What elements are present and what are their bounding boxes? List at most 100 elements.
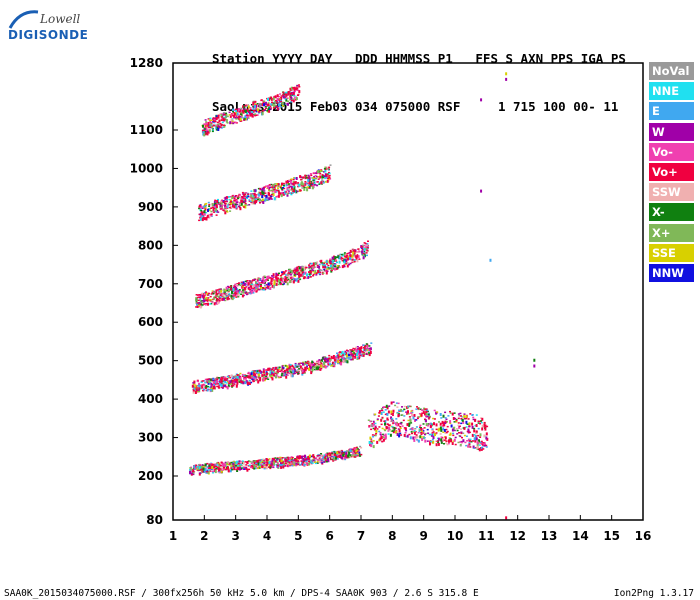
echo-point xyxy=(231,202,234,204)
echo-point xyxy=(244,200,247,202)
echo-point xyxy=(223,113,226,116)
echo-point xyxy=(403,405,406,408)
echo-point xyxy=(343,457,346,459)
echo-point xyxy=(349,254,352,258)
echo-point xyxy=(358,453,361,457)
echo-point xyxy=(253,466,256,470)
echo-point xyxy=(324,460,327,462)
echo-point xyxy=(327,358,330,360)
echo-point xyxy=(428,433,431,436)
echo-point xyxy=(302,185,305,187)
echo-point xyxy=(353,352,356,354)
echo-point xyxy=(313,262,316,265)
echo-point xyxy=(266,376,269,379)
echo-point xyxy=(264,285,267,287)
echo-point xyxy=(217,202,220,204)
echo-point xyxy=(304,454,306,458)
echo-point xyxy=(326,453,329,456)
echo-point xyxy=(323,457,326,459)
echo-point xyxy=(380,418,383,422)
echo-point xyxy=(305,177,308,179)
echo-point xyxy=(205,291,207,293)
echo-point xyxy=(310,371,313,375)
echo-point xyxy=(243,287,246,291)
echo-point xyxy=(196,380,199,383)
echo-point xyxy=(203,133,206,137)
echo-point xyxy=(248,382,251,384)
echo-point xyxy=(329,363,332,366)
echo-point xyxy=(211,386,214,388)
echo-point xyxy=(335,266,338,268)
echo-point xyxy=(327,267,330,269)
echo-point xyxy=(315,272,318,275)
echo-point xyxy=(351,259,354,262)
echo-point xyxy=(358,349,361,351)
echo-point xyxy=(299,463,302,466)
echo-point xyxy=(258,200,261,202)
echo-point xyxy=(228,464,231,466)
echo-point xyxy=(195,294,198,296)
echo-point xyxy=(216,385,219,388)
echo-point xyxy=(219,378,222,380)
echo-point xyxy=(249,288,252,291)
echo-point xyxy=(257,380,260,384)
echo-point xyxy=(430,440,433,443)
echo-point xyxy=(224,207,227,209)
echo-point xyxy=(290,374,293,378)
echo-point xyxy=(301,265,304,268)
echo-point xyxy=(269,287,272,290)
echo-point xyxy=(288,372,291,375)
echo-point xyxy=(259,187,262,190)
echo-point xyxy=(443,439,446,441)
echo-point xyxy=(210,122,213,124)
echo-point xyxy=(318,359,321,361)
echo-point xyxy=(269,277,272,279)
echo-point xyxy=(211,128,214,130)
legend-item-noval: NoVal xyxy=(649,62,694,80)
echo-point xyxy=(292,269,295,273)
echo-point xyxy=(211,210,214,213)
echo-point xyxy=(235,287,237,291)
echo-point xyxy=(312,180,315,183)
echo-point xyxy=(285,191,288,193)
echo-point xyxy=(198,382,200,385)
echo-point xyxy=(220,123,223,126)
echo-point xyxy=(372,445,375,449)
echo-point xyxy=(202,467,205,471)
echo-point xyxy=(338,257,341,260)
echo-point xyxy=(275,373,278,377)
echo-point xyxy=(467,428,470,432)
echo-point xyxy=(308,274,311,277)
echo-point xyxy=(244,115,247,119)
echo-point xyxy=(322,182,325,184)
echo-point xyxy=(240,281,243,284)
echo-point xyxy=(439,422,442,426)
echo-point xyxy=(255,199,258,202)
echo-point xyxy=(354,251,357,253)
echo-point xyxy=(213,384,215,386)
echo-point xyxy=(212,292,215,295)
echo-point xyxy=(343,258,346,260)
echo-point xyxy=(343,253,346,256)
echo-point xyxy=(342,253,345,257)
echo-point xyxy=(292,189,295,193)
echo-point xyxy=(355,450,358,453)
echo-point xyxy=(353,357,356,359)
echo-point xyxy=(331,256,334,260)
echo-point xyxy=(231,290,233,294)
echo-point xyxy=(238,116,241,120)
echo-point xyxy=(199,215,202,217)
echo-point xyxy=(353,255,356,258)
echo-point xyxy=(292,185,295,188)
echo-point xyxy=(265,371,268,373)
echo-point xyxy=(282,465,285,469)
echo-point xyxy=(295,279,298,281)
echo-point xyxy=(461,416,464,419)
echo-point xyxy=(238,289,241,291)
echo-point xyxy=(370,342,373,344)
echo-point xyxy=(331,364,333,367)
echo-point xyxy=(225,386,228,388)
echo-point xyxy=(413,430,416,433)
echo-point xyxy=(237,467,239,471)
echo-point xyxy=(199,213,202,215)
